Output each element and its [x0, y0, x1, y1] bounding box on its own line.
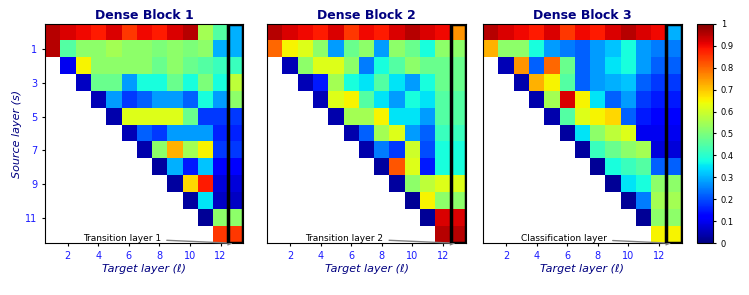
Text: Classification layer: Classification layer	[521, 234, 670, 245]
X-axis label: Target layer (ℓ): Target layer (ℓ)	[102, 264, 187, 274]
Title: Dense Block 1: Dense Block 1	[95, 9, 193, 22]
Y-axis label: Source layer (s): Source layer (s)	[12, 89, 22, 178]
X-axis label: Target layer (ℓ): Target layer (ℓ)	[540, 264, 625, 274]
X-axis label: Target layer (ℓ): Target layer (ℓ)	[324, 264, 409, 274]
Bar	[667, 24, 682, 243]
Bar	[451, 24, 466, 243]
Text: Transition layer 2: Transition layer 2	[306, 234, 454, 245]
Bar	[228, 24, 243, 243]
Text: Transition layer 1: Transition layer 1	[83, 234, 231, 245]
Title: Dense Block 2: Dense Block 2	[318, 9, 416, 22]
Title: Dense Block 3: Dense Block 3	[533, 9, 631, 22]
